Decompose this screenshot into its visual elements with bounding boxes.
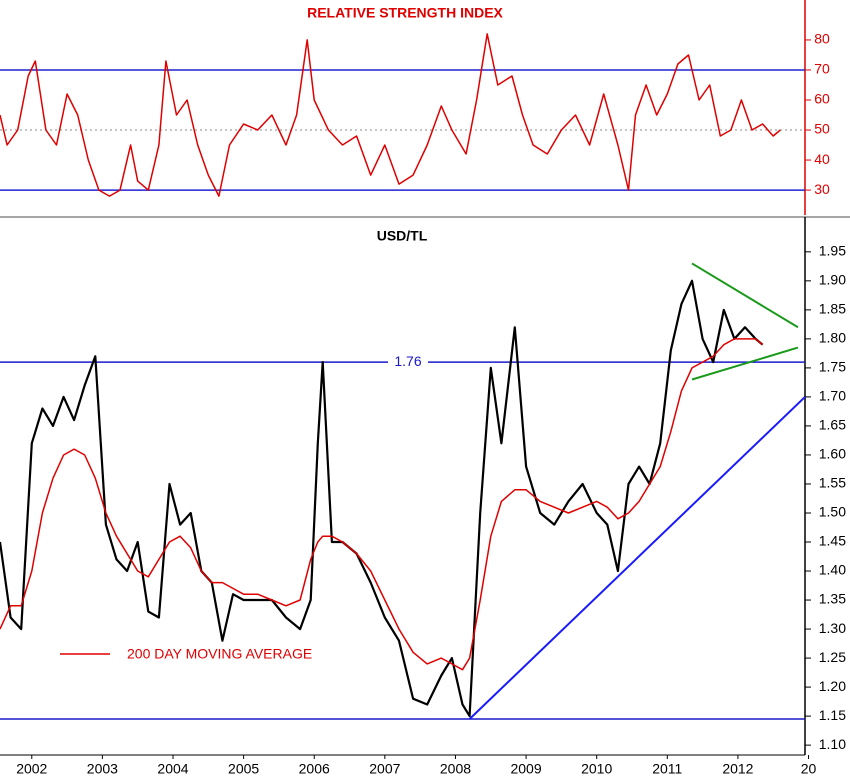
x-tick-label: 2005 — [228, 761, 259, 777]
x-tick-label: 2002 — [16, 761, 47, 777]
y-tick-label: 1.25 — [819, 649, 846, 665]
y-tick-label: 1.10 — [819, 736, 846, 752]
x-tick-label: 2010 — [581, 761, 612, 777]
price-title: USD/TL — [377, 228, 428, 244]
trend-line — [691, 262, 799, 329]
y-tick-label: 1.45 — [819, 533, 846, 549]
y-tick-label: 1.55 — [819, 475, 846, 491]
label-background — [388, 354, 428, 371]
y-tick-label: 1.65 — [819, 417, 846, 433]
y-tick-label: 80 — [814, 31, 830, 47]
trend-line — [691, 346, 799, 381]
y-tick-label: 1.75 — [819, 359, 846, 375]
x-tick-label: 2011 — [652, 761, 682, 777]
legend-label: 200 DAY MOVING AVERAGE — [127, 646, 312, 662]
y-tick-label: 1.35 — [819, 591, 846, 607]
x-tick-label: 2003 — [87, 761, 118, 777]
reference-label: 1.76 — [394, 353, 421, 369]
x-tick-label: 2009 — [510, 761, 541, 777]
x-tick-label: 2007 — [369, 761, 400, 777]
x-tick-label: 2004 — [157, 761, 188, 777]
x-tick-label: 2008 — [440, 761, 471, 777]
y-tick-label: 1.80 — [819, 330, 846, 346]
y-tick-label: 60 — [814, 91, 830, 107]
x-tick-label: 20 — [801, 761, 817, 777]
y-tick-label: 1.85 — [819, 301, 846, 317]
series-line — [0, 338, 764, 671]
y-tick-label: 1.50 — [819, 504, 846, 520]
y-tick-label: 1.60 — [819, 446, 846, 462]
y-tick-label: 1.15 — [819, 707, 846, 723]
y-tick-label: 40 — [814, 151, 830, 167]
trend-line — [468, 396, 806, 720]
y-tick-label: 1.90 — [819, 272, 846, 288]
y-tick-label: 50 — [814, 121, 830, 137]
x-tick-label: 2006 — [299, 761, 330, 777]
series-line — [0, 279, 764, 718]
y-tick-label: 1.20 — [819, 678, 846, 694]
rsi-title: RELATIVE STRENGTH INDEX — [307, 5, 503, 21]
y-tick-label: 1.40 — [819, 562, 846, 578]
y-tick-label: 1.30 — [819, 620, 846, 636]
y-tick-label: 30 — [814, 181, 830, 197]
x-tick-label: 2012 — [722, 761, 753, 777]
y-tick-label: 1.70 — [819, 388, 846, 404]
y-tick-label: 70 — [814, 61, 830, 77]
y-tick-label: 1.95 — [819, 243, 846, 259]
series-line — [0, 33, 781, 197]
